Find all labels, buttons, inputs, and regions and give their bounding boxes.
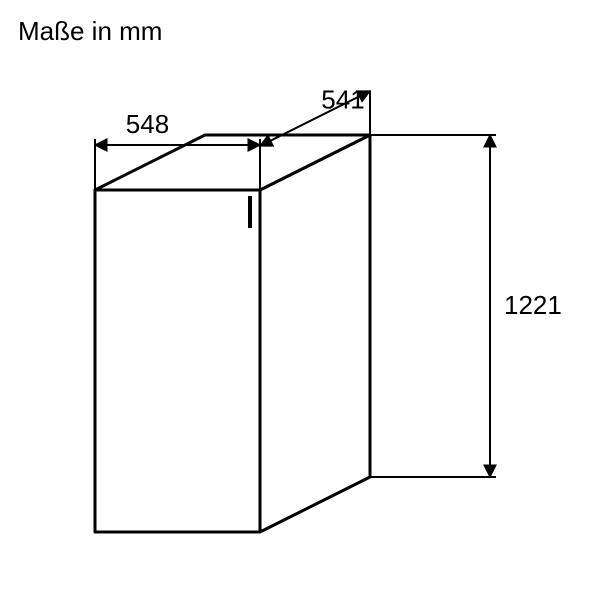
dim-depth-label: 541 <box>321 85 364 115</box>
door-handle <box>248 196 252 228</box>
cabinet-body <box>95 135 370 532</box>
dimension-drawing: Maße in mm 548 541 1221 <box>0 0 600 600</box>
drawing-title: Maße in mm <box>18 16 162 46</box>
dim-width-label: 548 <box>126 109 169 139</box>
dim-height-label: 1221 <box>504 290 562 320</box>
